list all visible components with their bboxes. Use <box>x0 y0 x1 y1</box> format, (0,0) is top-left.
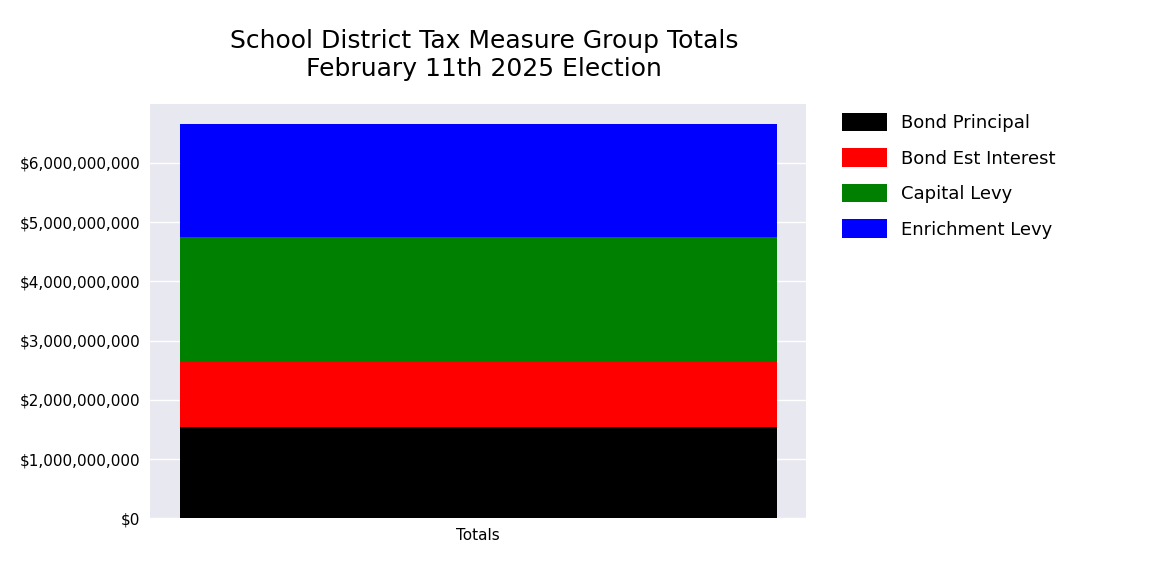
Text: School District Tax Measure Group Totals
February 11th 2025 Election: School District Tax Measure Group Totals… <box>229 29 738 81</box>
Legend: Bond Principal, Bond Est Interest, Capital Levy, Enrichment Levy: Bond Principal, Bond Est Interest, Capit… <box>842 113 1055 239</box>
Bar <box>180 124 776 237</box>
Bar <box>180 361 776 427</box>
Bar <box>180 237 776 361</box>
Bar <box>180 427 776 518</box>
